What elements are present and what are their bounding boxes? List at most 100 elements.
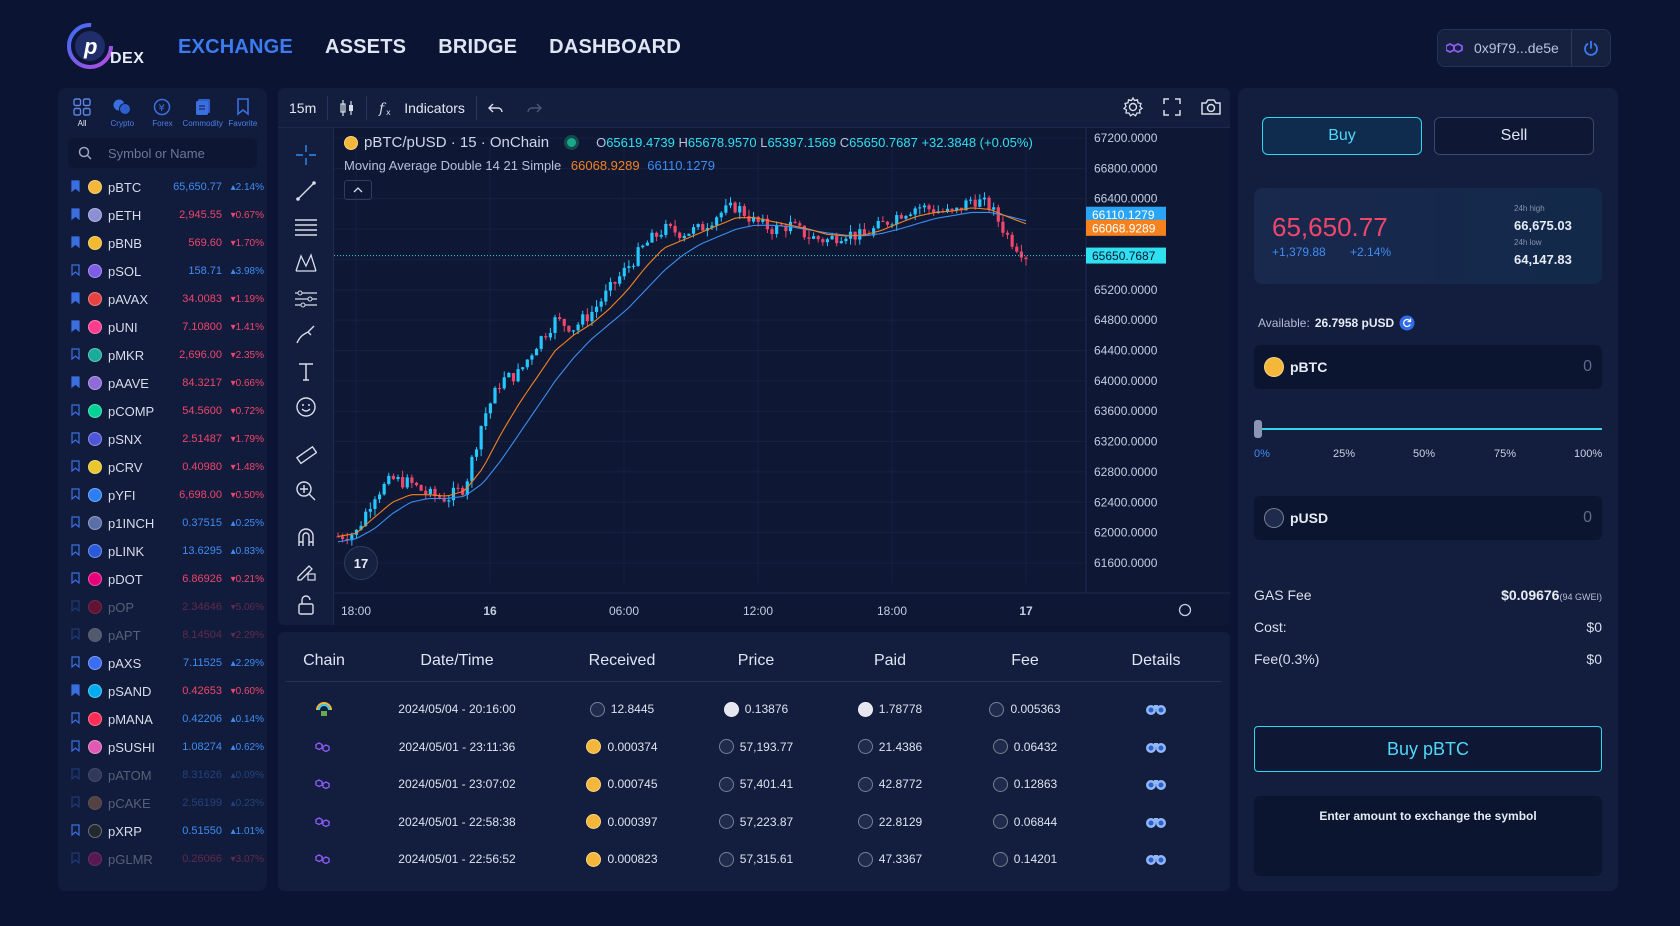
bookmark-icon[interactable] — [71, 571, 81, 587]
crosshair-tool[interactable] — [293, 142, 319, 168]
list-item[interactable]: pXRP 0.51550 ▴1.01% — [58, 817, 267, 845]
buy-tab[interactable]: Buy — [1262, 117, 1422, 155]
fib-tool[interactable] — [293, 214, 319, 240]
list-item[interactable]: pMANA 0.42206 ▴0.14% — [58, 705, 267, 733]
text-tool[interactable] — [293, 358, 319, 384]
refresh-icon[interactable] — [1399, 315, 1415, 331]
search-input[interactable] — [108, 145, 248, 161]
bookmark-icon[interactable] — [71, 543, 81, 559]
list-item[interactable]: pCOMP 54.5600 ▾0.72% — [58, 397, 267, 425]
list-item[interactable]: pCAKE 2.56199 ▴0.23% — [58, 789, 267, 817]
list-item[interactable]: pAVAX 34.0083 ▾1.19% — [58, 285, 267, 313]
list-item[interactable]: pMKR 2,696.00 ▾2.35% — [58, 341, 267, 369]
bookmark-icon[interactable] — [71, 375, 81, 391]
list-item[interactable]: pUNI 7.10800 ▾1.41% — [58, 313, 267, 341]
details-button[interactable] — [1090, 777, 1222, 791]
list-item[interactable]: pAPT 8.14504 ▾2.29% — [58, 621, 267, 649]
sell-tab[interactable]: Sell — [1434, 117, 1594, 155]
bookmark-icon[interactable] — [71, 823, 81, 839]
tab-commodity[interactable]: Commodity — [182, 98, 223, 134]
bookmark-icon[interactable] — [71, 291, 81, 307]
list-item[interactable]: pYFI 6,698.00 ▾0.50% — [58, 481, 267, 509]
submit-buy-button[interactable]: Buy pBTC — [1254, 726, 1602, 772]
nav-assets[interactable]: ASSETS — [324, 36, 407, 58]
nav-dashboard[interactable]: DASHBOARD — [549, 36, 681, 58]
list-item[interactable]: pGLMR 0.26066 ▾3.07% — [58, 845, 267, 873]
base-amount-input[interactable] — [1472, 358, 1592, 376]
camera-icon[interactable] — [1200, 97, 1222, 117]
bookmark-icon[interactable] — [71, 347, 81, 363]
list-item[interactable]: pBTC 65,650.77 ▴2.14% — [58, 173, 267, 201]
list-item[interactable]: pETH 2,945.55 ▾0.67% — [58, 201, 267, 229]
list-item[interactable]: pSOL 158.71 ▴3.98% — [58, 257, 267, 285]
bookmark-icon[interactable] — [71, 263, 81, 279]
bookmark-icon[interactable] — [71, 207, 81, 223]
bookmark-icon[interactable] — [71, 487, 81, 503]
nav-bridge[interactable]: BRIDGE — [438, 36, 518, 58]
tick-75[interactable]: 75% — [1494, 448, 1517, 460]
zoom-tool[interactable] — [293, 478, 319, 504]
list-item[interactable]: pSAND 0.42653 ▾0.60% — [58, 677, 267, 705]
list-item[interactable]: pBNB 569.60 ▾1.70% — [58, 229, 267, 257]
bookmark-icon[interactable] — [71, 179, 81, 195]
price-chart[interactable]: 67200.000066800.000066400.000066000.0000… — [334, 128, 1230, 625]
emoji-tool[interactable] — [293, 394, 319, 420]
amount-slider[interactable] — [1254, 419, 1602, 439]
bookmark-icon[interactable] — [71, 795, 81, 811]
tick-0[interactable]: 0% — [1254, 448, 1270, 460]
bookmark-icon[interactable] — [71, 459, 81, 475]
tick-100[interactable]: 100% — [1574, 448, 1603, 460]
list-item[interactable]: pATOM 8.31626 ▴0.09% — [58, 761, 267, 789]
tick-50[interactable]: 50% — [1413, 448, 1436, 460]
bookmark-icon[interactable] — [71, 851, 81, 867]
tradingview-logo[interactable]: 17 — [344, 546, 378, 580]
tab-crypto[interactable]: Crypto — [102, 98, 142, 134]
undo-button[interactable] — [477, 96, 515, 120]
nav-exchange[interactable]: EXCHANGE — [178, 36, 293, 58]
disconnect-button[interactable] — [1572, 40, 1610, 56]
magnet-tool[interactable] — [293, 524, 319, 550]
chart-type-button[interactable] — [328, 95, 368, 120]
list-item[interactable]: pDOT 6.86926 ▾0.21% — [58, 565, 267, 593]
bookmark-icon[interactable] — [71, 403, 81, 419]
bookmark-icon[interactable] — [71, 655, 81, 671]
bookmark-icon[interactable] — [71, 431, 81, 447]
list-item[interactable]: pAAVE 84.3217 ▾0.66% — [58, 369, 267, 397]
bookmark-icon[interactable] — [71, 683, 81, 699]
gear-icon[interactable] — [1122, 96, 1144, 118]
redo-button[interactable] — [515, 96, 553, 120]
quote-amount-input[interactable] — [1472, 509, 1592, 527]
tab-forex[interactable]: ¥ Forex — [142, 98, 182, 134]
list-item[interactable]: pLINK 13.6295 ▴0.83% — [58, 537, 267, 565]
fullscreen-icon[interactable] — [1162, 97, 1182, 117]
bookmark-icon[interactable] — [71, 235, 81, 251]
collapse-legend-button[interactable] — [344, 180, 372, 200]
list-item[interactable]: pCRV 0.40980 ▾1.48% — [58, 453, 267, 481]
details-button[interactable] — [1090, 852, 1222, 866]
list-item[interactable]: p1INCH 0.37515 ▴0.25% — [58, 509, 267, 537]
details-button[interactable] — [1090, 815, 1222, 829]
trendline-tool[interactable] — [293, 178, 319, 204]
tick-25[interactable]: 25% — [1333, 448, 1356, 460]
pattern-tool[interactable] — [293, 250, 319, 276]
slider-handle[interactable] — [1254, 420, 1262, 438]
lock-tool[interactable] — [293, 592, 319, 618]
bookmark-icon[interactable] — [71, 739, 81, 755]
details-button[interactable] — [1090, 740, 1222, 754]
draw-lock-tool[interactable] — [293, 558, 319, 584]
bookmark-icon[interactable] — [71, 599, 81, 615]
forecast-tool[interactable] — [293, 286, 319, 312]
bookmark-icon[interactable] — [71, 627, 81, 643]
tab-all[interactable]: All — [62, 98, 102, 134]
bookmark-icon[interactable] — [71, 515, 81, 531]
list-item[interactable]: pSNX 2.51487 ▾1.79% — [58, 425, 267, 453]
list-item[interactable]: pSUSHI 1.08274 ▴0.62% — [58, 733, 267, 761]
interval-selector[interactable]: 15m — [278, 95, 329, 120]
logo[interactable]: p — [64, 20, 154, 72]
details-button[interactable] — [1090, 702, 1222, 716]
bookmark-icon[interactable] — [71, 711, 81, 727]
bookmark-icon[interactable] — [71, 767, 81, 783]
measure-tool[interactable] — [293, 442, 319, 468]
tab-favorite[interactable]: Favorite — [223, 98, 263, 134]
indicators-button[interactable]: f x Indicators — [367, 95, 477, 120]
